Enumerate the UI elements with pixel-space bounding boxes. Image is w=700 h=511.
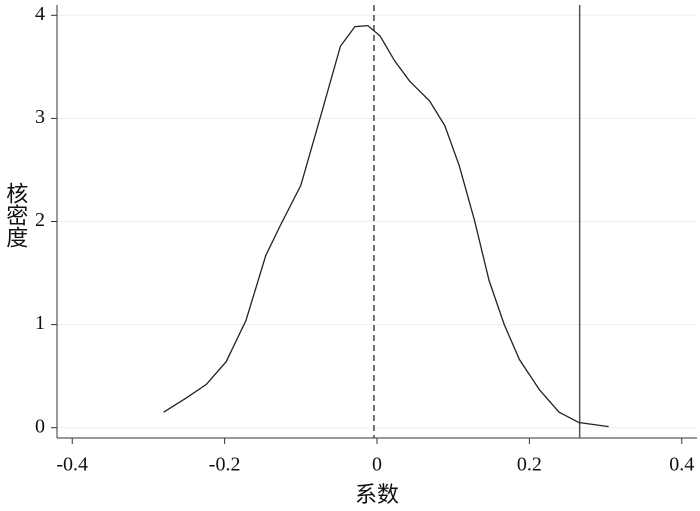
density-line — [163, 24, 609, 428]
y-tick-label: 0 — [35, 415, 45, 437]
y-tick-label: 3 — [35, 106, 45, 128]
x-axis-label: 系数 — [355, 482, 399, 507]
y-tick-label: 4 — [35, 3, 45, 25]
x-tick-label: 0 — [372, 454, 382, 476]
y-tick-label: 2 — [35, 209, 45, 231]
x-tick-label: -0.2 — [209, 454, 241, 476]
y-tick-label: 1 — [35, 312, 45, 334]
x-tick-label: -0.4 — [56, 454, 88, 476]
y-axis-label: 核密度 — [3, 182, 28, 248]
x-tick-label: 0.2 — [517, 454, 542, 476]
x-tick-label: 0.4 — [669, 454, 694, 476]
